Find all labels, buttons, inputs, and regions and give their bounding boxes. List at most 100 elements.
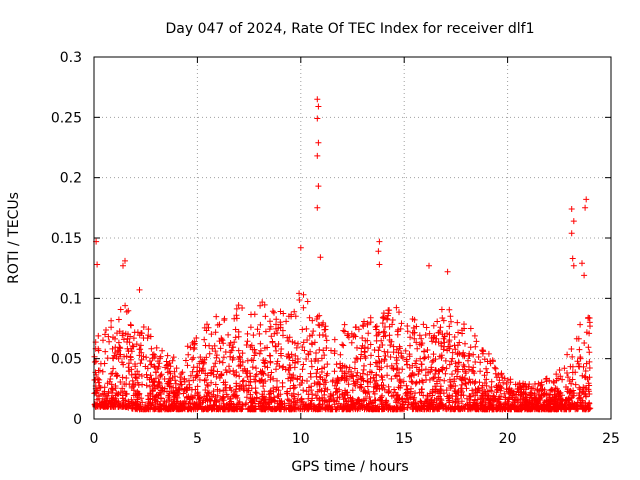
roti-point <box>271 309 277 316</box>
roti-point <box>391 386 398 393</box>
roti-point <box>176 402 182 409</box>
roti-point <box>184 343 191 350</box>
roti-point <box>537 395 544 401</box>
roti-point <box>493 405 500 412</box>
roti-point <box>333 361 340 368</box>
roti-point <box>383 397 390 404</box>
roti-point <box>337 365 344 372</box>
roti-point <box>169 405 176 412</box>
roti-point <box>478 406 485 413</box>
x-tick-label: 20 <box>499 431 517 447</box>
roti-point <box>581 340 588 346</box>
roti-point <box>273 347 280 354</box>
roti-point <box>134 406 141 413</box>
roti-point <box>503 381 510 387</box>
roti-point <box>528 401 535 408</box>
y-tick-label: 0.05 <box>51 352 82 368</box>
roti-point <box>576 346 583 353</box>
roti-point <box>157 387 164 394</box>
roti-point <box>478 395 485 402</box>
roti-point <box>158 371 165 378</box>
roti-point <box>550 398 557 405</box>
x-tick-label: 5 <box>193 431 202 447</box>
roti-point <box>100 399 107 405</box>
roti-point <box>572 381 579 388</box>
roti-point <box>171 368 178 375</box>
roti-point <box>457 387 464 394</box>
roti-point <box>111 352 118 359</box>
roti-point <box>519 402 526 409</box>
roti-point <box>409 316 416 322</box>
roti-point <box>556 367 563 373</box>
roti-point <box>140 353 147 360</box>
roti-point <box>99 402 105 409</box>
roti-point <box>166 383 173 390</box>
roti-point <box>241 365 248 372</box>
roti-point <box>110 365 117 372</box>
roti-point <box>140 335 147 341</box>
roti-point <box>320 347 327 354</box>
roti-point <box>343 375 350 382</box>
roti-point <box>456 339 463 346</box>
roti-point <box>244 330 251 337</box>
roti-point <box>569 403 576 410</box>
roti-point <box>300 291 307 298</box>
roti-point <box>426 330 433 337</box>
roti-point <box>235 347 242 354</box>
roti-point <box>541 391 548 397</box>
roti-point <box>222 367 229 373</box>
roti-point <box>354 356 361 362</box>
roti-point <box>130 383 137 390</box>
roti-point <box>201 393 208 400</box>
roti-point <box>136 286 143 293</box>
roti-point <box>121 381 128 387</box>
roti-point <box>235 302 242 309</box>
roti-point <box>210 388 217 395</box>
roti-point <box>267 359 274 366</box>
roti-point <box>227 384 234 391</box>
roti-point <box>230 344 237 351</box>
roti-point <box>490 401 497 408</box>
roti-point <box>306 314 313 321</box>
roti-point <box>130 392 137 399</box>
roti-point <box>422 332 429 338</box>
roti-point <box>468 404 475 411</box>
roti-point <box>412 390 418 397</box>
roti-point <box>236 373 243 380</box>
roti-point <box>483 376 490 383</box>
roti-point <box>542 376 549 382</box>
roti-point <box>410 400 417 407</box>
roti-point <box>432 356 439 363</box>
roti-point <box>446 398 453 404</box>
roti-point <box>507 406 514 413</box>
roti-point <box>308 363 315 370</box>
roti-point <box>202 387 209 393</box>
roti-point <box>212 360 219 367</box>
roti-point <box>466 353 473 359</box>
roti-point <box>299 326 306 333</box>
roti-point <box>577 394 584 401</box>
roti-point <box>384 372 391 379</box>
roti-point <box>151 406 158 413</box>
roti-point <box>288 311 295 318</box>
roti-point <box>286 400 293 407</box>
roti-point <box>439 364 446 371</box>
roti-point <box>341 321 348 328</box>
roti-point <box>406 353 413 360</box>
chart-title: Day 047 of 2024, Rate Of TEC Index for r… <box>166 21 535 37</box>
roti-point <box>366 394 373 400</box>
roti-point <box>451 334 458 340</box>
roti-point <box>150 378 157 385</box>
roti-point <box>117 379 124 385</box>
roti-point <box>184 386 191 393</box>
roti-point <box>206 389 213 396</box>
roti-point <box>389 317 396 323</box>
roti-point <box>355 396 362 403</box>
roti-point <box>473 406 480 413</box>
roti-point <box>418 367 425 374</box>
roti-point <box>568 346 575 352</box>
roti-point <box>380 328 387 335</box>
roti-point <box>250 332 257 339</box>
roti-point <box>189 394 196 401</box>
roti-point <box>352 359 358 366</box>
